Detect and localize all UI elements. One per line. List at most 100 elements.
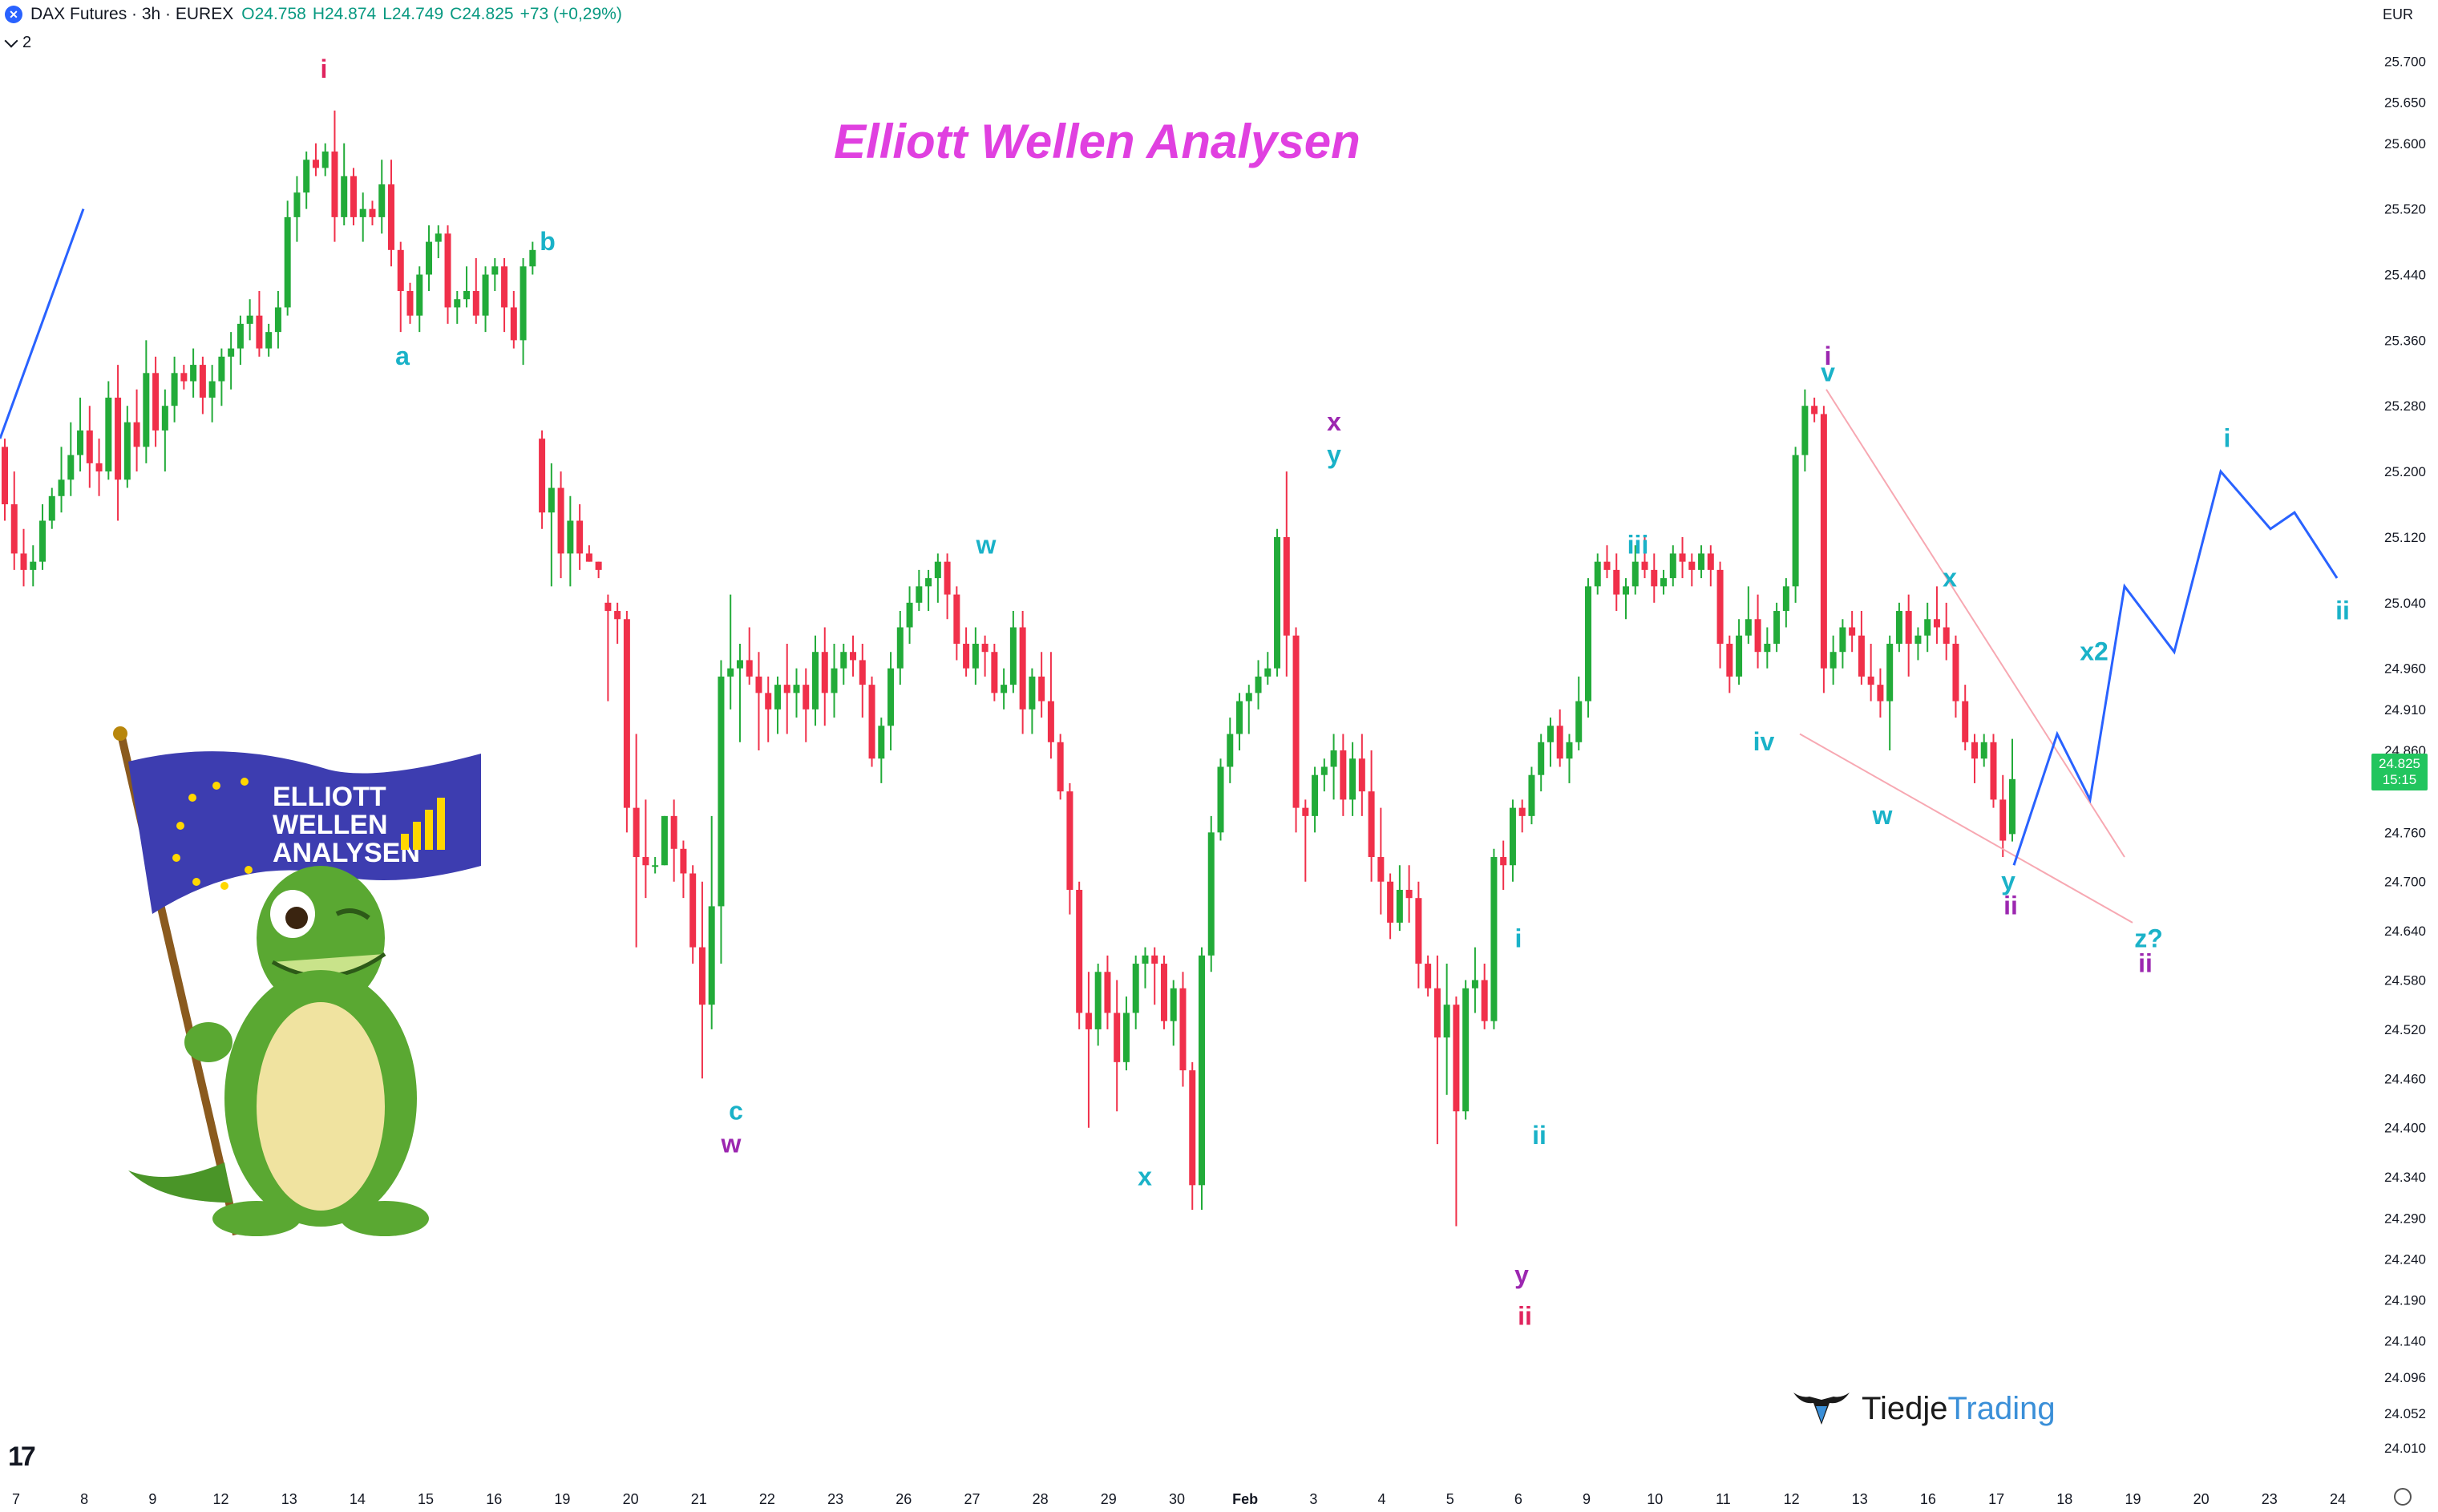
candle-body — [303, 160, 310, 193]
x-tick-label: 20 — [623, 1491, 639, 1507]
candle-body — [944, 561, 951, 595]
candle-body — [1943, 627, 1950, 644]
wave-label: ii — [2335, 596, 2350, 625]
y-tick-label: 24.760 — [2384, 825, 2426, 840]
candle-body — [1999, 799, 2007, 841]
x-tick-label: 3 — [1309, 1491, 1317, 1507]
tradingview-logo[interactable]: 17 — [8, 1441, 36, 1472]
y-tick-label: 24.340 — [2384, 1170, 2426, 1185]
candle-body — [1631, 561, 1639, 587]
candle-body — [1538, 742, 1545, 775]
crocodile-mascot-image: ELLIOTT WELLEN ANALYSEN — [113, 726, 481, 1236]
indicators-toggle[interactable]: 2 — [4, 34, 32, 52]
x-tick-label: 10 — [1647, 1491, 1663, 1507]
candle-body — [548, 487, 555, 513]
flag-line-1: ELLIOTT — [273, 782, 386, 812]
candle-body — [1905, 611, 1912, 644]
candle-body — [350, 176, 357, 217]
candle-body — [585, 553, 592, 562]
x-tick-label: 28 — [1033, 1491, 1049, 1507]
y-tick-label: 25.360 — [2384, 333, 2426, 348]
x-tick-label: 12 — [1784, 1491, 1800, 1507]
flag-line-2: WELLEN — [273, 810, 388, 840]
candle-body — [1114, 1013, 1121, 1062]
x-tick-label: 5 — [1446, 1491, 1454, 1507]
candle-body — [208, 381, 216, 398]
candle-body — [868, 685, 875, 759]
high-value: H24.874 — [312, 5, 377, 23]
y-tick-label: 25.520 — [2384, 202, 2426, 217]
candle-body — [746, 660, 753, 677]
candle-body — [1641, 561, 1648, 570]
wave-label: w — [976, 530, 997, 559]
candle-body — [115, 398, 122, 480]
wave-label: x2 — [2080, 637, 2108, 665]
candle-body — [793, 685, 800, 693]
symbol-label[interactable]: DAX Futures · 3h · EUREX — [30, 5, 234, 23]
candle-body — [1811, 406, 1818, 414]
candle-body — [1302, 807, 1309, 816]
candle-body — [916, 586, 923, 603]
candle-body — [20, 553, 27, 570]
candle-body — [755, 676, 762, 693]
candle-body — [821, 652, 828, 693]
candle-body — [1425, 964, 1432, 988]
indicator-count: 2 — [22, 34, 32, 51]
candle-body — [312, 160, 319, 168]
wave-label: a — [395, 342, 410, 370]
bar-countdown: 15:15 — [2382, 772, 2417, 787]
x-tick-label: 23 — [2262, 1491, 2278, 1507]
candle-body — [1575, 701, 1583, 742]
y-tick-label: 25.200 — [2384, 464, 2426, 479]
candle-body — [1990, 742, 1997, 800]
candle-body — [123, 422, 131, 480]
wave-label: x — [1327, 407, 1341, 436]
candle-body — [1320, 766, 1328, 775]
candle-body — [397, 249, 404, 291]
candle-body — [105, 398, 112, 472]
candle-body — [341, 176, 348, 217]
bull-icon — [1793, 1393, 1850, 1425]
currency-label[interactable]: EUR — [2383, 6, 2414, 22]
x-tick-label: 13 — [281, 1491, 297, 1507]
candle-body — [1830, 652, 1837, 669]
candle-body — [2009, 778, 2015, 835]
candle-body — [614, 611, 621, 620]
candle-body — [1490, 857, 1498, 1021]
x-tick-label: 22 — [759, 1491, 775, 1507]
candle-body — [1613, 569, 1620, 595]
candle-body — [1245, 693, 1252, 701]
candles-layer — [2, 110, 2015, 1227]
candle-body — [1057, 742, 1064, 792]
candle-body — [1603, 561, 1611, 570]
flag-stars — [172, 778, 253, 890]
candle-body — [736, 660, 743, 669]
candle-body — [1443, 1005, 1450, 1038]
candle-body — [1274, 536, 1281, 669]
y-tick-label: 24.052 — [2384, 1406, 2426, 1421]
candle-body — [774, 685, 781, 710]
candle-body — [1236, 701, 1243, 734]
candle-body — [1066, 791, 1073, 890]
candle-body — [256, 315, 263, 349]
candle-body — [1528, 774, 1535, 816]
open-value: O24.758 — [241, 5, 306, 23]
candle-body — [1255, 676, 1262, 693]
candle-body — [1877, 685, 1884, 701]
candle-body — [1264, 668, 1272, 677]
candle-body — [293, 192, 301, 217]
candle-body — [463, 290, 471, 300]
candle-body — [670, 815, 677, 849]
x-tick-label: Feb — [1232, 1491, 1258, 1507]
candle-body — [274, 307, 281, 333]
settings-gear-icon[interactable] — [2394, 1488, 2412, 1506]
candle-body — [1094, 972, 1102, 1029]
wave-label: iii — [1627, 530, 1649, 559]
candle-body — [1764, 643, 1771, 653]
candle-body — [963, 643, 970, 669]
candle-body — [689, 873, 697, 948]
candle-body — [906, 602, 913, 628]
candle-body — [331, 152, 338, 217]
candle-body — [1556, 726, 1563, 759]
